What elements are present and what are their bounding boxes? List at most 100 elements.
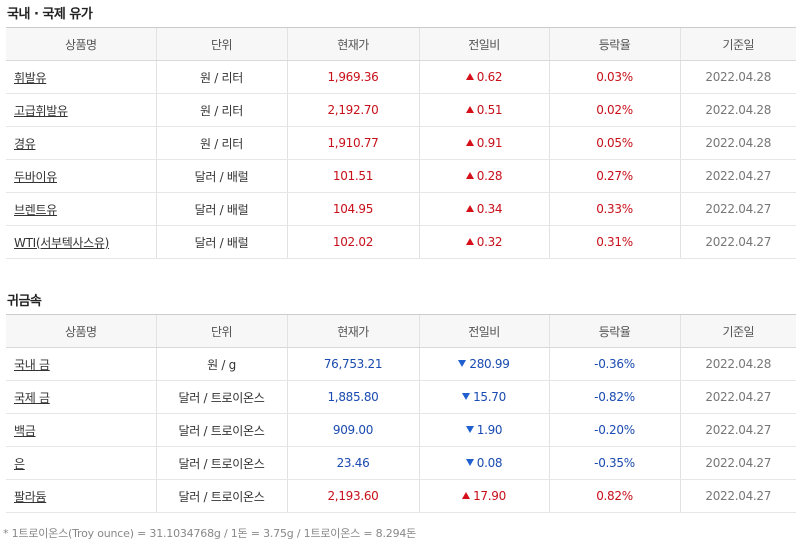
current-price-cell: 1,910.77 bbox=[286, 126, 419, 160]
triangle-down-icon bbox=[465, 459, 474, 466]
day-change-cell: 17.90 bbox=[418, 479, 549, 513]
triangle-down-icon bbox=[458, 360, 467, 367]
header-unit: 단위 bbox=[155, 314, 287, 348]
triangle-up-icon bbox=[462, 492, 471, 499]
base-date-cell: 2022.04.27 bbox=[679, 159, 796, 193]
header-product-name: 상품명 bbox=[6, 314, 156, 348]
day-change-value: 0.08 bbox=[476, 456, 503, 470]
base-date-cell: 2022.04.28 bbox=[679, 347, 796, 381]
day-change-value: 0.34 bbox=[476, 202, 503, 216]
base-date-cell: 2022.04.27 bbox=[679, 479, 796, 513]
unit-cell: 달러 / 트로이온스 bbox=[155, 479, 287, 513]
product-name-cell: 백금 bbox=[6, 413, 156, 447]
current-price-cell: 1,969.36 bbox=[286, 60, 419, 94]
table-header-row: 상품명 단위 현재가 전일비 등락율 기준일 bbox=[6, 27, 796, 61]
current-price-cell: 101.51 bbox=[286, 159, 419, 193]
table-row: 은 달러 / 트로이온스 23.46 0.08 -0.35% 2022.04.27 bbox=[6, 446, 796, 480]
product-name-cell: 국내 금 bbox=[6, 347, 156, 381]
current-price-cell: 909.00 bbox=[286, 413, 419, 447]
product-link[interactable]: 고급휘발유 bbox=[14, 103, 68, 118]
table-row: 브렌트유 달러 / 배럴 104.95 0.34 0.33% 2022.04.27 bbox=[6, 192, 796, 226]
change-rate-cell: 0.33% bbox=[548, 192, 680, 226]
header-change-rate: 등락율 bbox=[548, 314, 680, 348]
unit-cell: 달러 / 배럴 bbox=[155, 225, 287, 259]
header-base-date: 기준일 bbox=[679, 314, 796, 348]
product-link[interactable]: 경유 bbox=[14, 136, 36, 151]
day-change-value: 0.62 bbox=[476, 70, 503, 84]
day-change-cell: 15.70 bbox=[418, 380, 549, 414]
table-row: 국제 금 달러 / 트로이온스 1,885.80 15.70 -0.82% 2022.04… bbox=[6, 380, 796, 414]
product-name-cell: WTI(서부텍사스유) bbox=[6, 225, 156, 259]
header-current-price: 현재가 bbox=[286, 27, 419, 61]
header-day-change: 전일비 bbox=[418, 27, 549, 61]
change-rate-cell: 0.02% bbox=[548, 93, 680, 127]
header-change-rate: 등락율 bbox=[548, 27, 680, 61]
triangle-up-icon bbox=[465, 106, 474, 113]
day-change-value: 0.91 bbox=[476, 136, 503, 150]
unit-cell: 달러 / 트로이온스 bbox=[155, 380, 287, 414]
product-name-cell: 경유 bbox=[6, 126, 156, 160]
base-date-cell: 2022.04.27 bbox=[679, 192, 796, 226]
product-name-cell: 국제 금 bbox=[6, 380, 156, 414]
current-price-cell: 104.95 bbox=[286, 192, 419, 226]
change-rate-cell: 0.31% bbox=[548, 225, 680, 259]
table-row: WTI(서부텍사스유) 달러 / 배럴 102.02 0.32 0.31% 2022.04… bbox=[6, 225, 796, 259]
product-name-cell: 팔라듐 bbox=[6, 479, 156, 513]
metal-section-title: 귀금속 bbox=[7, 294, 42, 309]
product-link[interactable]: 휘발유 bbox=[14, 70, 47, 85]
base-date-cell: 2022.04.27 bbox=[679, 380, 796, 414]
product-link[interactable]: 국내 금 bbox=[14, 357, 50, 372]
table-row: 팔라듐 달러 / 트로이온스 2,193.60 17.90 0.82% 2022.04.2… bbox=[6, 479, 796, 513]
header-unit: 단위 bbox=[155, 27, 287, 61]
table-row: 국내 금 원 / g 76,753.21 280.99 -0.36% 2022.04.28 bbox=[6, 347, 796, 381]
day-change-cell: 0.32 bbox=[418, 225, 549, 259]
product-link[interactable]: 은 bbox=[14, 456, 25, 471]
day-change-value: 0.28 bbox=[476, 169, 503, 183]
base-date-cell: 2022.04.28 bbox=[679, 93, 796, 127]
triangle-down-icon bbox=[465, 426, 474, 433]
day-change-value: 0.32 bbox=[476, 235, 503, 249]
table-row: 두바이유 달러 / 배럴 101.51 0.28 0.27% 2022.04.27 bbox=[6, 159, 796, 193]
triangle-up-icon bbox=[465, 205, 474, 212]
unit-cell: 달러 / 트로이온스 bbox=[155, 446, 287, 480]
day-change-value: 1.90 bbox=[476, 423, 503, 437]
unit-cell: 달러 / 트로이온스 bbox=[155, 413, 287, 447]
current-price-cell: 23.46 bbox=[286, 446, 419, 480]
product-link[interactable]: 백금 bbox=[14, 423, 36, 438]
product-name-cell: 휘발유 bbox=[6, 60, 156, 94]
header-base-date: 기준일 bbox=[679, 27, 796, 61]
oil-price-table: 상품명 단위 현재가 전일비 등락율 기준일 휘발유 원 / 리터 1,969.36… bbox=[6, 27, 796, 259]
unit-cell: 원 / 리터 bbox=[155, 126, 287, 160]
unit-cell: 원 / 리터 bbox=[155, 93, 287, 127]
unit-footnote: * 1트로이온스(Troy ounce) = 31.1034768g / 1돈 … bbox=[3, 527, 417, 540]
day-change-cell: 0.51 bbox=[418, 93, 549, 127]
product-name-cell: 은 bbox=[6, 446, 156, 480]
base-date-cell: 2022.04.28 bbox=[679, 126, 796, 160]
table-row: 경유 원 / 리터 1,910.77 0.91 0.05% 2022.04.28 bbox=[6, 126, 796, 160]
product-name-cell: 두바이유 bbox=[6, 159, 156, 193]
triangle-up-icon bbox=[465, 73, 474, 80]
product-link[interactable]: 브렌트유 bbox=[14, 202, 57, 217]
current-price-cell: 102.02 bbox=[286, 225, 419, 259]
change-rate-cell: 0.05% bbox=[548, 126, 680, 160]
day-change-value: 15.70 bbox=[473, 390, 506, 404]
day-change-cell: 280.99 bbox=[418, 347, 549, 381]
product-link[interactable]: WTI(서부텍사스유) bbox=[14, 235, 110, 250]
product-link[interactable]: 두바이유 bbox=[14, 169, 57, 184]
triangle-up-icon bbox=[465, 238, 474, 245]
day-change-cell: 0.28 bbox=[418, 159, 549, 193]
product-name-cell: 고급휘발유 bbox=[6, 93, 156, 127]
day-change-value: 17.90 bbox=[473, 489, 506, 503]
base-date-cell: 2022.04.28 bbox=[679, 60, 796, 94]
product-link[interactable]: 팔라듐 bbox=[14, 489, 47, 504]
header-day-change: 전일비 bbox=[418, 314, 549, 348]
day-change-cell: 1.90 bbox=[418, 413, 549, 447]
table-header-row: 상품명 단위 현재가 전일비 등락율 기준일 bbox=[6, 314, 796, 348]
change-rate-cell: -0.36% bbox=[548, 347, 680, 381]
change-rate-cell: -0.35% bbox=[548, 446, 680, 480]
metal-price-table: 상품명 단위 현재가 전일비 등락율 기준일 국내 금 원 / g 76,753.2… bbox=[6, 314, 796, 513]
product-link[interactable]: 국제 금 bbox=[14, 390, 50, 405]
table-row: 고급휘발유 원 / 리터 2,192.70 0.51 0.02% 2022.04.28 bbox=[6, 93, 796, 127]
unit-cell: 원 / g bbox=[155, 347, 287, 381]
change-rate-cell: -0.82% bbox=[548, 380, 680, 414]
